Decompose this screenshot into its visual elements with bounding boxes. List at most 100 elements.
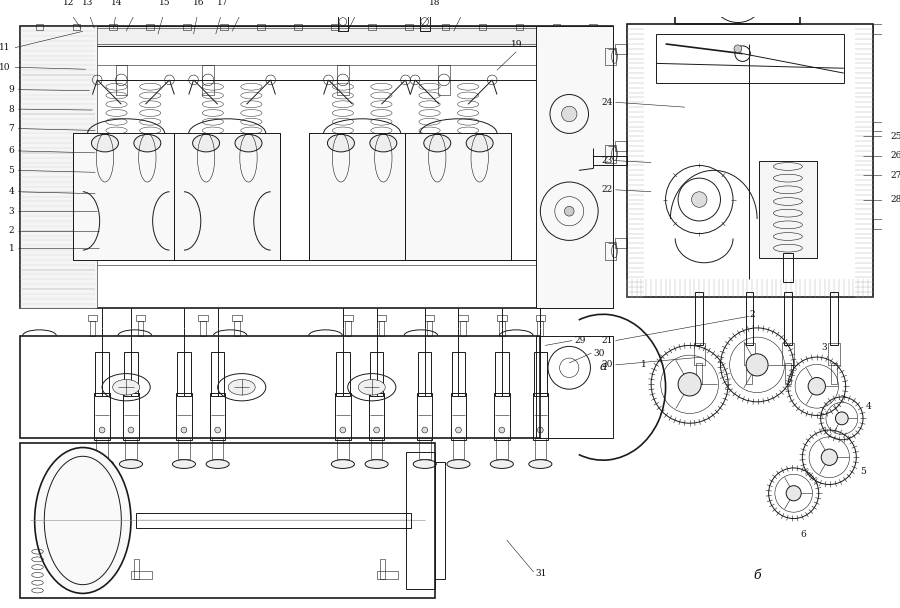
Text: 13: 13 bbox=[82, 0, 94, 7]
Bar bbox=[89, 321, 95, 336]
Bar bbox=[605, 48, 617, 65]
Ellipse shape bbox=[91, 460, 113, 468]
Bar bbox=[435, 462, 445, 579]
Bar bbox=[537, 321, 544, 336]
Bar bbox=[73, 133, 179, 260]
Ellipse shape bbox=[193, 134, 220, 152]
Bar bbox=[782, 344, 794, 365]
Circle shape bbox=[499, 427, 505, 433]
Text: 9: 9 bbox=[9, 85, 14, 94]
Bar bbox=[536, 26, 613, 308]
Text: 28: 28 bbox=[890, 195, 900, 204]
Bar bbox=[438, 65, 450, 94]
Bar bbox=[516, 24, 523, 30]
Text: 12: 12 bbox=[63, 0, 74, 7]
Ellipse shape bbox=[424, 134, 451, 152]
Bar bbox=[96, 438, 108, 459]
Bar bbox=[828, 344, 840, 365]
Text: 31: 31 bbox=[536, 570, 547, 578]
Bar bbox=[177, 352, 191, 396]
Bar bbox=[294, 24, 302, 30]
Bar bbox=[94, 393, 110, 440]
Bar bbox=[20, 336, 540, 438]
Ellipse shape bbox=[529, 460, 552, 468]
Circle shape bbox=[808, 378, 825, 395]
Bar bbox=[22, 29, 611, 44]
Bar bbox=[593, 156, 627, 165]
Bar bbox=[553, 24, 561, 30]
Text: 16: 16 bbox=[193, 0, 204, 7]
Text: 30: 30 bbox=[593, 349, 605, 358]
Circle shape bbox=[730, 0, 745, 3]
Bar bbox=[36, 24, 43, 30]
Bar bbox=[451, 393, 466, 440]
Bar bbox=[422, 6, 427, 14]
Bar bbox=[405, 24, 412, 30]
Text: 10: 10 bbox=[0, 63, 11, 72]
Bar bbox=[616, 141, 627, 151]
Circle shape bbox=[562, 106, 577, 122]
Bar bbox=[110, 24, 117, 30]
Text: 4: 4 bbox=[866, 402, 872, 411]
Text: б: б bbox=[753, 570, 760, 582]
Ellipse shape bbox=[134, 134, 161, 152]
Bar bbox=[198, 316, 208, 321]
Bar bbox=[371, 438, 382, 459]
Bar bbox=[131, 571, 152, 579]
Bar bbox=[675, 0, 800, 24]
Bar bbox=[420, 14, 429, 31]
Bar bbox=[147, 24, 154, 30]
Bar bbox=[873, 24, 884, 34]
Bar bbox=[336, 352, 349, 396]
Bar bbox=[20, 26, 613, 308]
Circle shape bbox=[537, 427, 544, 433]
Bar bbox=[257, 24, 265, 30]
Text: 18: 18 bbox=[428, 0, 440, 7]
Bar bbox=[340, 6, 346, 14]
Text: 7: 7 bbox=[9, 124, 14, 133]
Text: 17: 17 bbox=[217, 0, 229, 7]
Bar bbox=[694, 344, 705, 365]
Bar bbox=[202, 65, 214, 94]
Bar bbox=[338, 14, 347, 31]
Circle shape bbox=[181, 427, 187, 433]
Bar bbox=[310, 133, 415, 260]
Bar bbox=[697, 363, 702, 384]
Bar bbox=[605, 145, 617, 162]
Bar bbox=[20, 26, 613, 46]
Text: 2: 2 bbox=[9, 226, 14, 235]
Ellipse shape bbox=[328, 134, 355, 152]
Bar bbox=[406, 133, 511, 260]
Bar bbox=[343, 316, 353, 321]
Bar bbox=[115, 65, 127, 94]
Ellipse shape bbox=[34, 447, 131, 593]
Circle shape bbox=[128, 427, 134, 433]
Text: 14: 14 bbox=[111, 0, 122, 7]
Text: 3: 3 bbox=[9, 207, 14, 216]
Circle shape bbox=[340, 427, 346, 433]
Bar bbox=[832, 363, 837, 384]
Bar bbox=[873, 122, 884, 131]
Text: 25: 25 bbox=[890, 132, 900, 141]
Bar bbox=[656, 34, 844, 83]
Text: 5: 5 bbox=[860, 468, 866, 476]
Bar bbox=[123, 393, 139, 440]
Bar bbox=[234, 321, 239, 336]
Ellipse shape bbox=[358, 379, 385, 395]
Ellipse shape bbox=[173, 460, 195, 468]
Ellipse shape bbox=[235, 134, 262, 152]
Bar bbox=[175, 133, 280, 260]
Bar bbox=[831, 292, 838, 345]
Ellipse shape bbox=[120, 460, 142, 468]
Bar bbox=[534, 352, 547, 396]
Bar bbox=[87, 316, 97, 321]
Text: 1: 1 bbox=[9, 244, 14, 253]
Circle shape bbox=[422, 427, 427, 433]
Bar bbox=[419, 438, 430, 459]
Bar bbox=[376, 316, 386, 321]
Bar bbox=[406, 452, 435, 589]
Text: 27: 27 bbox=[890, 171, 900, 180]
Bar bbox=[73, 24, 80, 30]
Bar bbox=[134, 559, 139, 579]
Ellipse shape bbox=[413, 460, 436, 468]
